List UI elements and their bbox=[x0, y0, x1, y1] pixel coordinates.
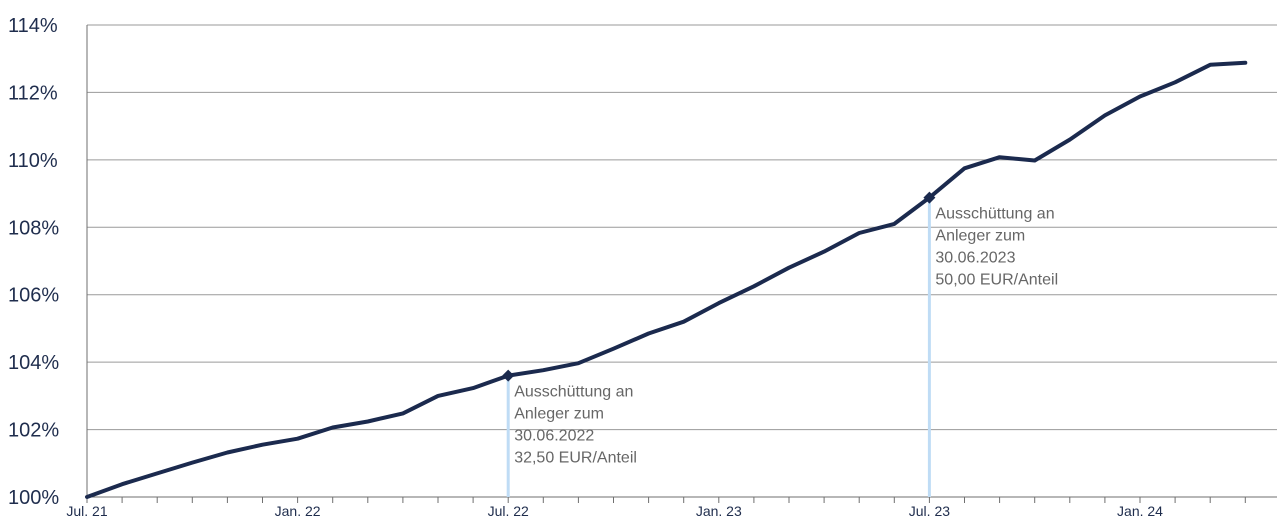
y-tick-label: 114% bbox=[8, 15, 58, 37]
y-tick-label: 110% bbox=[8, 150, 58, 172]
x-tick-label: Jul. 21 bbox=[66, 503, 107, 519]
x-tick-label: Jul. 22 bbox=[488, 503, 529, 519]
y-tick-label: 100% bbox=[8, 487, 59, 509]
series-line bbox=[85, 60, 1248, 499]
annotation-text: Ausschüttung an bbox=[935, 206, 1054, 223]
x-tick-label: Jan. 23 bbox=[696, 503, 742, 519]
annotation-text: 30.06.2022 bbox=[514, 428, 594, 445]
annotation-text: 32,50 EUR/Anteil bbox=[514, 450, 637, 467]
annotation-text: Ausschüttung an bbox=[514, 384, 633, 401]
x-tick-label: Jan. 24 bbox=[1117, 503, 1163, 519]
y-tick-label: 104% bbox=[8, 352, 59, 374]
annotation-text: 50,00 EUR/Anteil bbox=[935, 272, 1058, 289]
y-tick-label: 102% bbox=[8, 420, 59, 442]
distribution-marker bbox=[923, 191, 936, 204]
x-tick-label: Jan. 22 bbox=[275, 503, 321, 519]
annotation-text: 30.06.2023 bbox=[935, 250, 1015, 267]
y-tick-label: 112% bbox=[8, 82, 58, 104]
distribution-marker bbox=[502, 369, 515, 382]
y-tick-label: 106% bbox=[8, 285, 59, 307]
annotation-text: Anleger zum bbox=[935, 228, 1025, 245]
y-tick-label: 108% bbox=[8, 217, 59, 239]
x-tick-label: Jul. 23 bbox=[909, 503, 950, 519]
annotation-text: Anleger zum bbox=[514, 406, 604, 423]
